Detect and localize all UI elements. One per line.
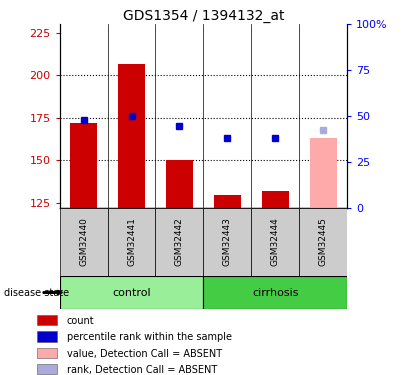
Text: GSM32440: GSM32440 [79, 217, 88, 266]
Text: GSM32441: GSM32441 [127, 217, 136, 266]
Text: value, Detection Call = ABSENT: value, Detection Call = ABSENT [67, 349, 222, 359]
Bar [37, 364, 58, 374]
Text: count: count [67, 316, 95, 326]
Bar [214, 195, 240, 208]
Bar [108, 208, 155, 276]
Text: GSM32444: GSM32444 [271, 217, 280, 266]
Bar [37, 348, 58, 358]
Bar [155, 208, 203, 276]
Text: control: control [112, 288, 151, 297]
Text: GSM32445: GSM32445 [319, 217, 328, 266]
Bar [166, 160, 193, 208]
Bar [118, 63, 145, 208]
Bar [299, 208, 347, 276]
Text: percentile rank within the sample: percentile rank within the sample [67, 333, 232, 342]
Bar [310, 138, 337, 208]
Text: cirrhosis: cirrhosis [252, 288, 299, 297]
Bar [70, 123, 97, 208]
Bar [252, 208, 299, 276]
Bar [262, 191, 289, 208]
Text: rank, Detection Call = ABSENT: rank, Detection Call = ABSENT [67, 365, 217, 375]
Bar [203, 208, 252, 276]
Text: GSM32443: GSM32443 [223, 217, 232, 266]
Bar [37, 315, 58, 325]
Title: GDS1354 / 1394132_at: GDS1354 / 1394132_at [123, 9, 284, 23]
Text: GSM32442: GSM32442 [175, 217, 184, 266]
Bar [60, 208, 108, 276]
Text: disease state: disease state [4, 288, 69, 297]
Bar [203, 276, 347, 309]
Bar [37, 332, 58, 342]
Bar [60, 276, 203, 309]
